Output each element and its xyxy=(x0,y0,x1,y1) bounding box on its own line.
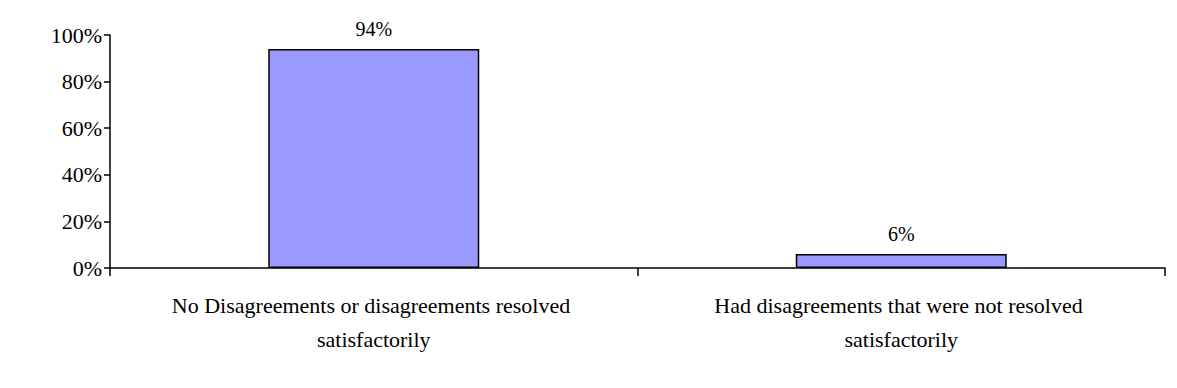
svg-text:40%: 40% xyxy=(62,162,102,187)
svg-text:60%: 60% xyxy=(62,116,102,141)
svg-text:80%: 80% xyxy=(62,69,102,94)
svg-text:94%: 94% xyxy=(355,18,392,40)
svg-text:20%: 20% xyxy=(62,209,102,234)
svg-text:100%: 100% xyxy=(51,23,102,48)
svg-text:satisfactorily: satisfactorily xyxy=(844,327,958,352)
svg-text:6%: 6% xyxy=(888,223,915,245)
svg-text:No Disagreements or disagreeme: No Disagreements or disagreements resolv… xyxy=(172,293,576,318)
svg-text:satisfactorily: satisfactorily xyxy=(317,327,431,352)
svg-text:Had disagreements that were no: Had disagreements that were not resolved xyxy=(714,293,1088,318)
svg-text:0%: 0% xyxy=(73,256,102,281)
